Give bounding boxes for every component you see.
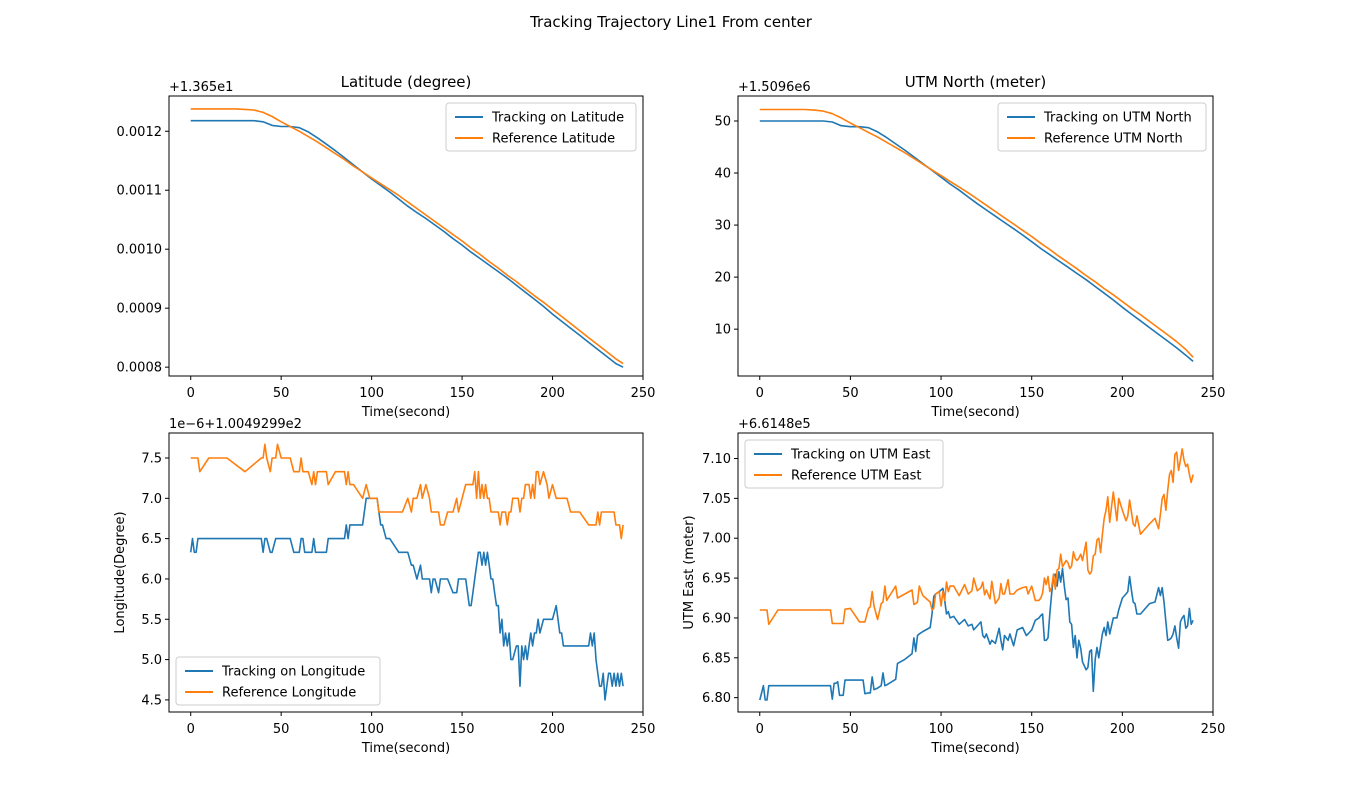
subplot-title: Latitude (degree): [341, 73, 472, 91]
x-axis-label: Time(second): [361, 741, 450, 756]
x-tick-label: 200: [1110, 722, 1135, 737]
legend: Tracking on UTM East Reference UTM East: [744, 439, 944, 489]
y-offset-label: +1.5096e6: [738, 80, 811, 95]
y-tick-label: 5.0: [141, 653, 162, 668]
y-axis-label: Longitude(Degree): [113, 511, 128, 633]
legend-label: Tracking on Latitude: [491, 111, 624, 126]
y-tick-label: 0.0011: [117, 184, 163, 199]
x-axis-label: Time(second): [930, 405, 1019, 420]
subplot-title: UTM North (meter): [905, 73, 1046, 91]
legend: Tracking on Latitude Reference Latitude: [445, 102, 637, 152]
legend: Tracking on UTM North Reference UTM North: [997, 102, 1207, 152]
x-tick-label: 200: [1110, 386, 1135, 401]
x-tick-label: 0: [756, 722, 764, 737]
x-tick-label: 50: [273, 722, 290, 737]
legend-label: Tracking on UTM North: [1043, 111, 1192, 126]
y-tick-label: 6.90: [702, 611, 731, 626]
axes-frame: [737, 95, 1214, 377]
x-tick-label: 150: [450, 722, 475, 737]
legend-box: [445, 102, 637, 152]
legend-box: [175, 656, 381, 706]
y-tick-label: 20: [714, 271, 731, 286]
series-line-tracking: [190, 119, 624, 368]
subplot-latitude: 0 50 100 150 200 250 0.0008 0.0009 0.0010 0.0011 0…: [117, 73, 656, 420]
y-tick-label: 6.80: [702, 691, 731, 706]
x-tick-label: 250: [631, 386, 656, 401]
legend-label: Reference Latitude: [492, 132, 615, 147]
axes-frame: [737, 432, 1214, 713]
axes-frame: [168, 432, 644, 713]
y-tick-label: 50: [714, 114, 731, 129]
x-tick-label: 200: [540, 722, 565, 737]
x-tick-label: 250: [1201, 386, 1226, 401]
y-tick-label: 6.95: [702, 572, 731, 587]
y-tick-label: 7.10: [702, 452, 731, 467]
axes-frame: [168, 95, 644, 377]
y-tick-label: 7.05: [702, 492, 731, 507]
y-tick-label: 10: [714, 323, 731, 338]
legend-label: Tracking on Longitude: [221, 665, 365, 680]
x-tick-label: 100: [359, 722, 384, 737]
y-tick-label: 30: [714, 219, 731, 234]
y-offset-label: +6.6148e5: [738, 417, 811, 432]
y-tick-label: 6.5: [141, 532, 162, 547]
legend-box: [744, 439, 944, 489]
x-tick-label: 100: [929, 386, 954, 401]
series-line-reference: [759, 448, 1194, 626]
x-tick-label: 250: [631, 722, 656, 737]
y-tick-label: 6.0: [141, 572, 162, 587]
x-tick-label: 150: [1019, 722, 1044, 737]
x-tick-label: 150: [450, 386, 475, 401]
axes-container: 0 50 100 150 200 2500.00080.00090.00100.00110…: [113, 73, 1225, 756]
x-tick-label: 0: [187, 722, 195, 737]
y-offset-label: +1.365e1: [169, 80, 233, 95]
x-tick-label: 250: [1201, 722, 1226, 737]
y-tick-label: 40: [714, 167, 731, 182]
legend-label: Reference Longitude: [222, 686, 356, 701]
y-tick-label: 0.0010: [117, 243, 163, 258]
x-axis-label: Time(second): [930, 741, 1019, 756]
y-tick-label: 6.85: [702, 651, 731, 666]
y-tick-label: 0.0012: [117, 125, 163, 140]
y-tick-label: 7.00: [702, 532, 731, 547]
x-tick-label: 50: [842, 722, 859, 737]
y-axis-label: UTM East (meter): [682, 515, 697, 629]
subplot-longitude: 0 50 100 150 200 250 4.5 5.0 5.5 6.0 6.5 7.0 7.5 1e−6…: [113, 417, 655, 756]
subplot-utm_east: 0 50 100 150 200 250 6.80 6.85 6.90 6.95 7.00 7.05 7…: [682, 417, 1225, 756]
y-tick-label: 0.0009: [117, 302, 163, 317]
y-tick-label: 0.0008: [117, 361, 163, 376]
series-line-tracking: [759, 567, 1194, 701]
y-tick-label: 5.5: [141, 613, 162, 628]
legend-label: Reference UTM North: [1044, 132, 1183, 147]
x-tick-label: 50: [842, 386, 859, 401]
legend: Tracking on Longitude Reference Longitude: [175, 656, 381, 706]
subplot-utm_north: 0 50 100 150 200 250 10 20 30 40 50 +1.5096e6 UTM No…: [714, 73, 1225, 420]
figure-suptitle: Tracking Trajectory Line1 From center: [529, 13, 813, 31]
y-tick-label: 4.5: [141, 693, 162, 708]
series-line-reference: [190, 443, 624, 540]
y-tick-label: 7.5: [141, 451, 162, 466]
x-tick-label: 0: [187, 386, 195, 401]
y-tick-label: 7.0: [141, 492, 162, 507]
x-tick-label: 0: [756, 386, 764, 401]
x-tick-label: 100: [929, 722, 954, 737]
series-line-tracking: [759, 120, 1194, 363]
x-tick-label: 200: [540, 386, 565, 401]
y-offset-label: 1e−6+1.0049299e2: [169, 417, 302, 432]
legend-label: Tracking on UTM East: [790, 448, 930, 463]
legend-label: Reference UTM East: [791, 469, 921, 484]
x-tick-label: 150: [1019, 386, 1044, 401]
series-line-tracking: [189, 497, 624, 701]
x-tick-label: 50: [273, 386, 290, 401]
series-line-reference: [190, 108, 624, 365]
legend-box: [997, 102, 1207, 152]
series-line-reference: [759, 108, 1194, 358]
x-tick-label: 100: [359, 386, 384, 401]
x-axis-label: Time(second): [361, 405, 450, 420]
